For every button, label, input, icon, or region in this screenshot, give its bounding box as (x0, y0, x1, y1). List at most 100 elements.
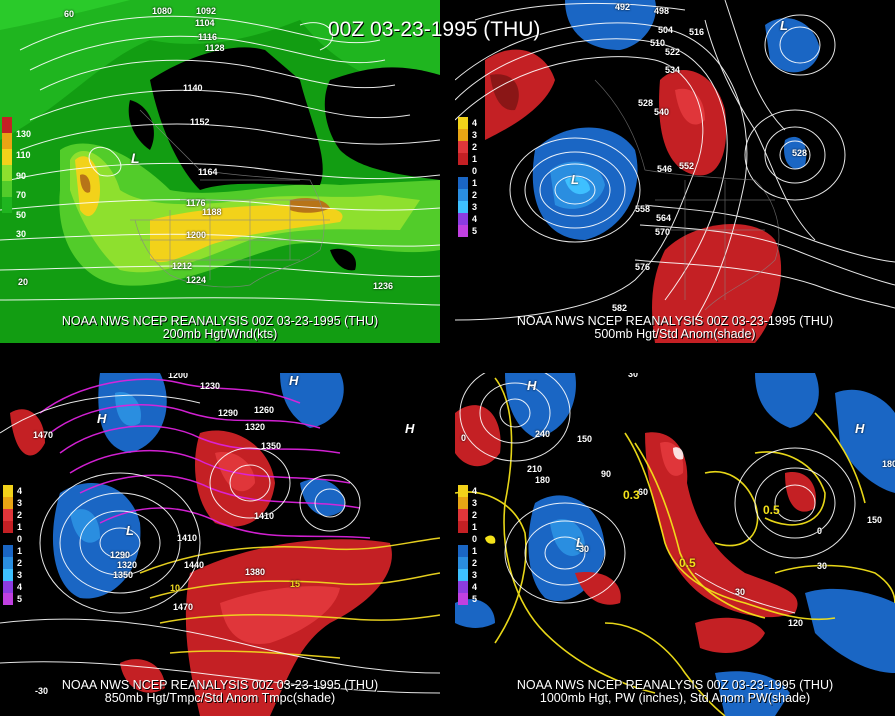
anom-legend-swatch (458, 581, 468, 593)
anom-legend-swatch (3, 581, 13, 593)
anom-legend-swatch (458, 509, 468, 521)
anom-legend-swatch (458, 225, 468, 237)
contour-label: 1200 (186, 230, 207, 240)
contour-label: 558 (635, 204, 651, 214)
low-marker: L (576, 535, 584, 550)
wind-legend-label: 110 (16, 150, 31, 160)
contour-label: 1320 (245, 422, 266, 432)
contour-label: 30 (735, 587, 746, 597)
panel-850mb-map (0, 373, 440, 716)
anom-legend-label: 5 (472, 226, 478, 236)
anom-legend-swatch (3, 545, 13, 557)
anom-legend-label: 4 (472, 582, 478, 592)
wind-legend-label: 30 (16, 229, 27, 239)
panel-200mb-map (0, 0, 440, 343)
anom-legend-swatch (458, 557, 468, 569)
contour-label: 1320 (117, 560, 138, 570)
contour-label: -30 (35, 686, 49, 696)
contour-label: 564 (656, 213, 672, 223)
anom-legend-swatch (3, 521, 13, 533)
panel-200mb: 130 110 90 70 50 30 1080 1092 1104 1116 … (0, 0, 440, 343)
anom-legend-swatch (458, 129, 468, 141)
anom-legend-swatch (458, 201, 468, 213)
contour-label: 240 (535, 429, 551, 439)
contour-label: 1140 (183, 83, 203, 93)
contour-label: 1410 (254, 511, 275, 521)
contour-label: 516 (689, 27, 705, 37)
anom-legend-label: 2 (472, 558, 478, 568)
anom-legend-label: 2 (472, 190, 478, 200)
contour-label: 90 (601, 469, 612, 479)
contour-label: 15 (290, 579, 301, 589)
panel-500mb-map (455, 0, 895, 343)
anom-legend-label: 3 (17, 498, 23, 508)
anom-legend-label: 4 (472, 118, 478, 128)
wind-legend-swatch-30 (2, 197, 12, 213)
contour-label: 1092 (196, 6, 217, 16)
contour-label: 60 (64, 9, 75, 19)
contour-label: 0.5 (679, 556, 696, 570)
anom-legend-label: 1 (472, 178, 478, 188)
wind-legend-swatch-70 (2, 165, 12, 181)
low-marker: L (126, 523, 134, 538)
anom-legend-swatch (458, 545, 468, 557)
contour-label: 528 (638, 98, 654, 108)
wind-legend-swatch-50 (2, 181, 12, 197)
wind-legend-label: 90 (16, 171, 27, 181)
anom-legend-label: 1 (472, 546, 478, 556)
contour-label: 1350 (113, 570, 134, 580)
anom-legend-label: 2 (17, 510, 23, 520)
anom-legend-swatch (458, 569, 468, 581)
contour-label: 510 (650, 38, 666, 48)
anom-legend-swatch (458, 485, 468, 497)
anom-legend-label: 4 (17, 486, 23, 496)
panel-850mb-caption-line2: 850mb Hgt/Tmpc/Std Anom Tmpc(shade) (104, 691, 336, 705)
contour-label: 30 (628, 373, 639, 379)
panel-200mb-caption-line2: 200mb Hgt/Wnd(kts) (162, 327, 278, 341)
anom-legend-label: 1 (472, 522, 478, 532)
anom-legend-swatch (458, 213, 468, 225)
contour-label: 1440 (184, 560, 205, 570)
anom-legend-label: 5 (17, 594, 23, 604)
anom-legend-swatch (458, 117, 468, 129)
anom-legend-swatch (3, 557, 13, 569)
contour-label: 534 (665, 65, 681, 75)
anom-legend: 4 3 2 1 0 1 2 3 4 5 (458, 117, 477, 237)
contour-label: 528 (792, 148, 808, 158)
contour-label: 1236 (373, 281, 394, 291)
low-marker: L (131, 150, 140, 166)
anom-legend-label: 0 (472, 166, 478, 176)
contour-label: 180 (882, 459, 895, 469)
anom-legend-label: 3 (472, 498, 478, 508)
contour-label: 582 (612, 303, 628, 313)
contour-label: 1230 (200, 381, 221, 391)
contour-label: 504 (658, 25, 674, 35)
contour-label: 0.3 (623, 488, 640, 502)
contour-label: 1350 (261, 441, 282, 451)
low-marker: L (780, 18, 788, 33)
contour-label: 498 (654, 6, 670, 16)
contour-label: 576 (635, 262, 651, 272)
anom-legend-label: 3 (472, 202, 478, 212)
contour-label: 1188 (202, 207, 222, 217)
anom-legend-label: 4 (472, 486, 478, 496)
contour-label: 1470 (173, 602, 194, 612)
anom-legend-swatch (3, 593, 13, 605)
high-marker: H (289, 373, 299, 388)
anom-legend-swatch (458, 177, 468, 189)
high-marker: H (405, 421, 415, 436)
high-marker: H (527, 378, 537, 393)
anom-legend-label: 1 (472, 154, 478, 164)
contour-label: 492 (615, 2, 631, 12)
panel-500mb: 4 3 2 1 0 1 2 3 4 5 492 498 504 510 516 … (455, 0, 895, 343)
panel-500mb-caption-line1: NOAA NWS NCEP REANALYSIS 00Z 03-23-1995 … (516, 314, 834, 328)
contour-label: 1080 (152, 6, 173, 16)
anom-legend-swatch (458, 533, 468, 545)
contour-label: 1380 (245, 567, 266, 577)
panel-850mb: 4 3 2 1 0 1 2 3 4 5 1200 1230 1290 1260 … (0, 373, 440, 716)
wind-legend-label: 130 (16, 129, 32, 139)
contour-label: 1290 (110, 550, 131, 560)
wind-legend-swatch-110 (2, 133, 12, 149)
panel-1000mb-map (455, 373, 895, 716)
contour-label: 1290 (218, 408, 239, 418)
